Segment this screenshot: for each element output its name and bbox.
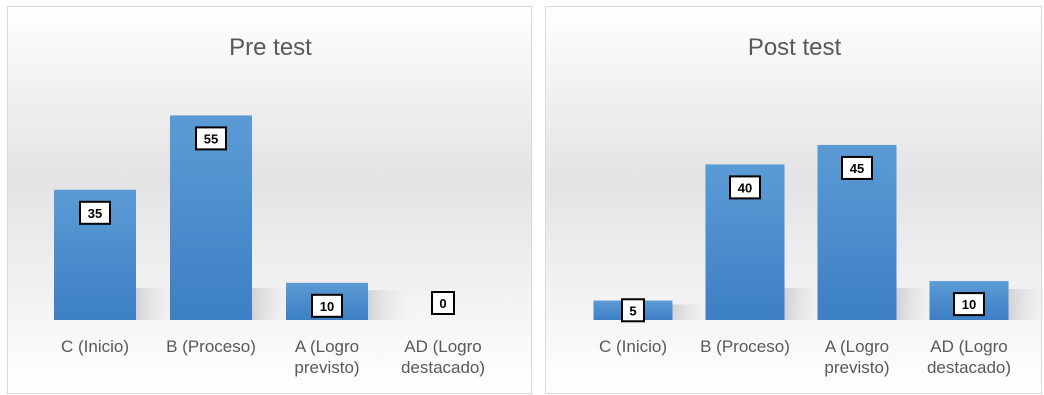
bar-shadow xyxy=(1004,288,1043,320)
data-label: 0 xyxy=(439,296,446,311)
category-label: A (Logro previsto) xyxy=(294,337,359,377)
data-label: 55 xyxy=(204,131,218,146)
category-label-line: C (Inicio) xyxy=(61,337,129,356)
data-label-box xyxy=(311,293,343,318)
category-label-line: AD (Logro xyxy=(930,337,1007,356)
category-label-line: C (Inicio) xyxy=(599,337,667,356)
post-test-chart: Post test 5 C (Inicio) 40 B (Proceso) 45 A (Lo… xyxy=(593,34,1043,377)
category-label-line: B (Proceso) xyxy=(700,337,790,356)
category-label-line: AD (Logro xyxy=(404,337,481,356)
category-label-line: destacado) xyxy=(927,358,1011,377)
category-label-line: destacado) xyxy=(401,358,485,377)
category-label: AD (Logro destacado) xyxy=(927,337,1011,377)
category-label: A (Logro previsto) xyxy=(824,337,889,377)
data-label: 5 xyxy=(629,303,636,318)
chart-title: Pre test xyxy=(229,34,312,61)
data-label-box xyxy=(195,126,227,151)
data-label: 45 xyxy=(850,161,864,176)
data-label-box xyxy=(729,175,761,200)
category-label: B (Proceso) xyxy=(700,337,790,356)
data-label: 35 xyxy=(88,206,102,221)
category-label: C (Inicio) xyxy=(61,337,129,356)
chart-title: Post test xyxy=(748,34,842,61)
bar-shadow xyxy=(364,290,424,320)
category-label-line: B (Proceso) xyxy=(166,337,256,356)
data-label-box xyxy=(953,292,985,317)
category-label-line: A (Logro xyxy=(295,337,359,356)
pre-test-chart: Pre test 35 C (Inicio) 55 B (Proceso) 10 A (Lo… xyxy=(54,34,485,377)
data-label-box xyxy=(79,200,111,225)
data-label: 10 xyxy=(320,299,334,314)
data-label-box xyxy=(621,298,645,323)
data-label: 40 xyxy=(738,180,752,195)
post-test-chart-panel: Post test 5 C (Inicio) 40 B (Proceso) 45 A (Lo… xyxy=(545,6,1043,394)
category-label: C (Inicio) xyxy=(599,337,667,356)
data-label-box xyxy=(841,155,873,180)
category-label: AD (Logro destacado) xyxy=(401,337,485,377)
data-label-box xyxy=(431,291,455,315)
category-label: B (Proceso) xyxy=(166,337,256,356)
data-label: 10 xyxy=(962,297,976,312)
category-label-line: previsto) xyxy=(294,358,359,377)
pre-test-chart-panel: Pre test 35 C (Inicio) 55 B (Proceso) 10 A (Lo… xyxy=(7,6,532,394)
category-label-line: previsto) xyxy=(824,358,889,377)
category-label-line: A (Logro xyxy=(825,337,889,356)
